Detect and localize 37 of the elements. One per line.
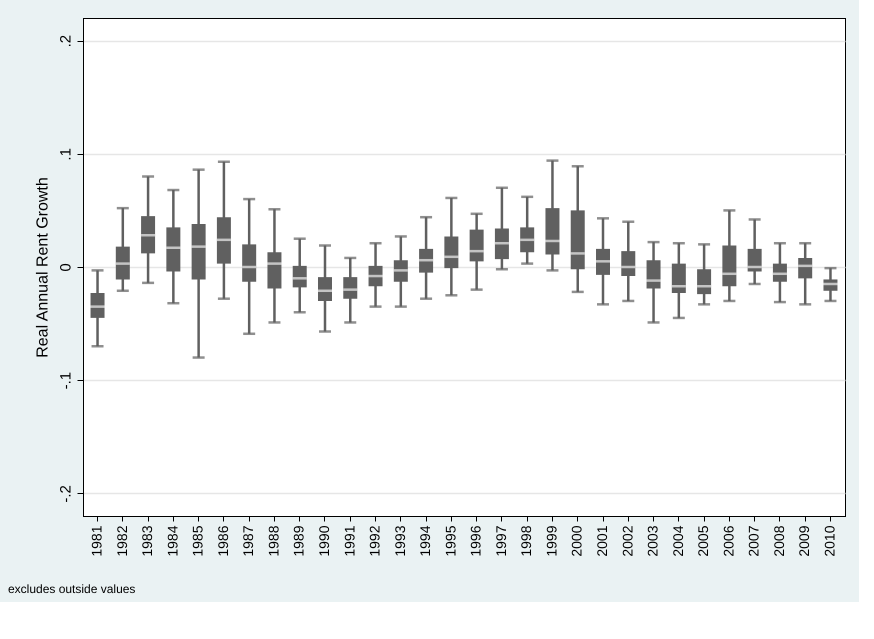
x-tick-label: 1987 <box>240 525 256 557</box>
x-tick-label: 2010 <box>821 525 838 557</box>
x-tick-label: 1984 <box>164 525 180 557</box>
x-tick-label: 2006 <box>720 525 736 557</box>
x-tick-label: 2004 <box>670 525 686 557</box>
x-tick-label: 1986 <box>214 525 231 557</box>
x-tick-label: 1999 <box>543 525 560 557</box>
x-tick-label: 1981 <box>88 525 105 557</box>
x-tick-label: 2000 <box>568 525 585 557</box>
x-tick-label: 2005 <box>695 525 712 557</box>
y-tick-label: .2 <box>58 34 74 48</box>
text: excludes outside values <box>8 582 136 596</box>
x-tick-label: 1995 <box>442 525 458 557</box>
y-tick-label: -.2 <box>58 485 74 503</box>
x-tick-label: 1983 <box>139 525 156 557</box>
x-tick-label: 2003 <box>644 525 661 557</box>
x-tick-label: 1992 <box>366 525 383 557</box>
y-tick-label: 0 <box>58 263 74 272</box>
x-tick-label: 2009 <box>796 525 812 557</box>
x-tick-label: 1997 <box>492 525 509 557</box>
x-tick-label: 1991 <box>341 525 358 557</box>
x-tick-label: 1994 <box>417 525 434 557</box>
y-tick-label: -.1 <box>58 372 74 390</box>
y-axis-title: Real Annual Rent Growth <box>34 177 52 358</box>
x-tick-label: 2002 <box>619 525 636 557</box>
x-tick-label: 1996 <box>468 525 484 557</box>
x-tick-label: 2008 <box>770 525 787 557</box>
x-tick-label: 1985 <box>190 525 206 557</box>
x-tick-label: 1982 <box>114 525 130 557</box>
x-tick-label: 2001 <box>594 525 610 557</box>
x-tick-label: 1998 <box>518 525 534 557</box>
x-tick-label: 1988 <box>265 525 282 557</box>
x-tick-label: 1989 <box>290 525 307 557</box>
y-tick-label: .1 <box>58 148 74 161</box>
x-tick-label: 1993 <box>392 525 408 557</box>
x-tick-label: 2007 <box>746 525 762 557</box>
x-tick-label: 1990 <box>316 525 332 557</box>
